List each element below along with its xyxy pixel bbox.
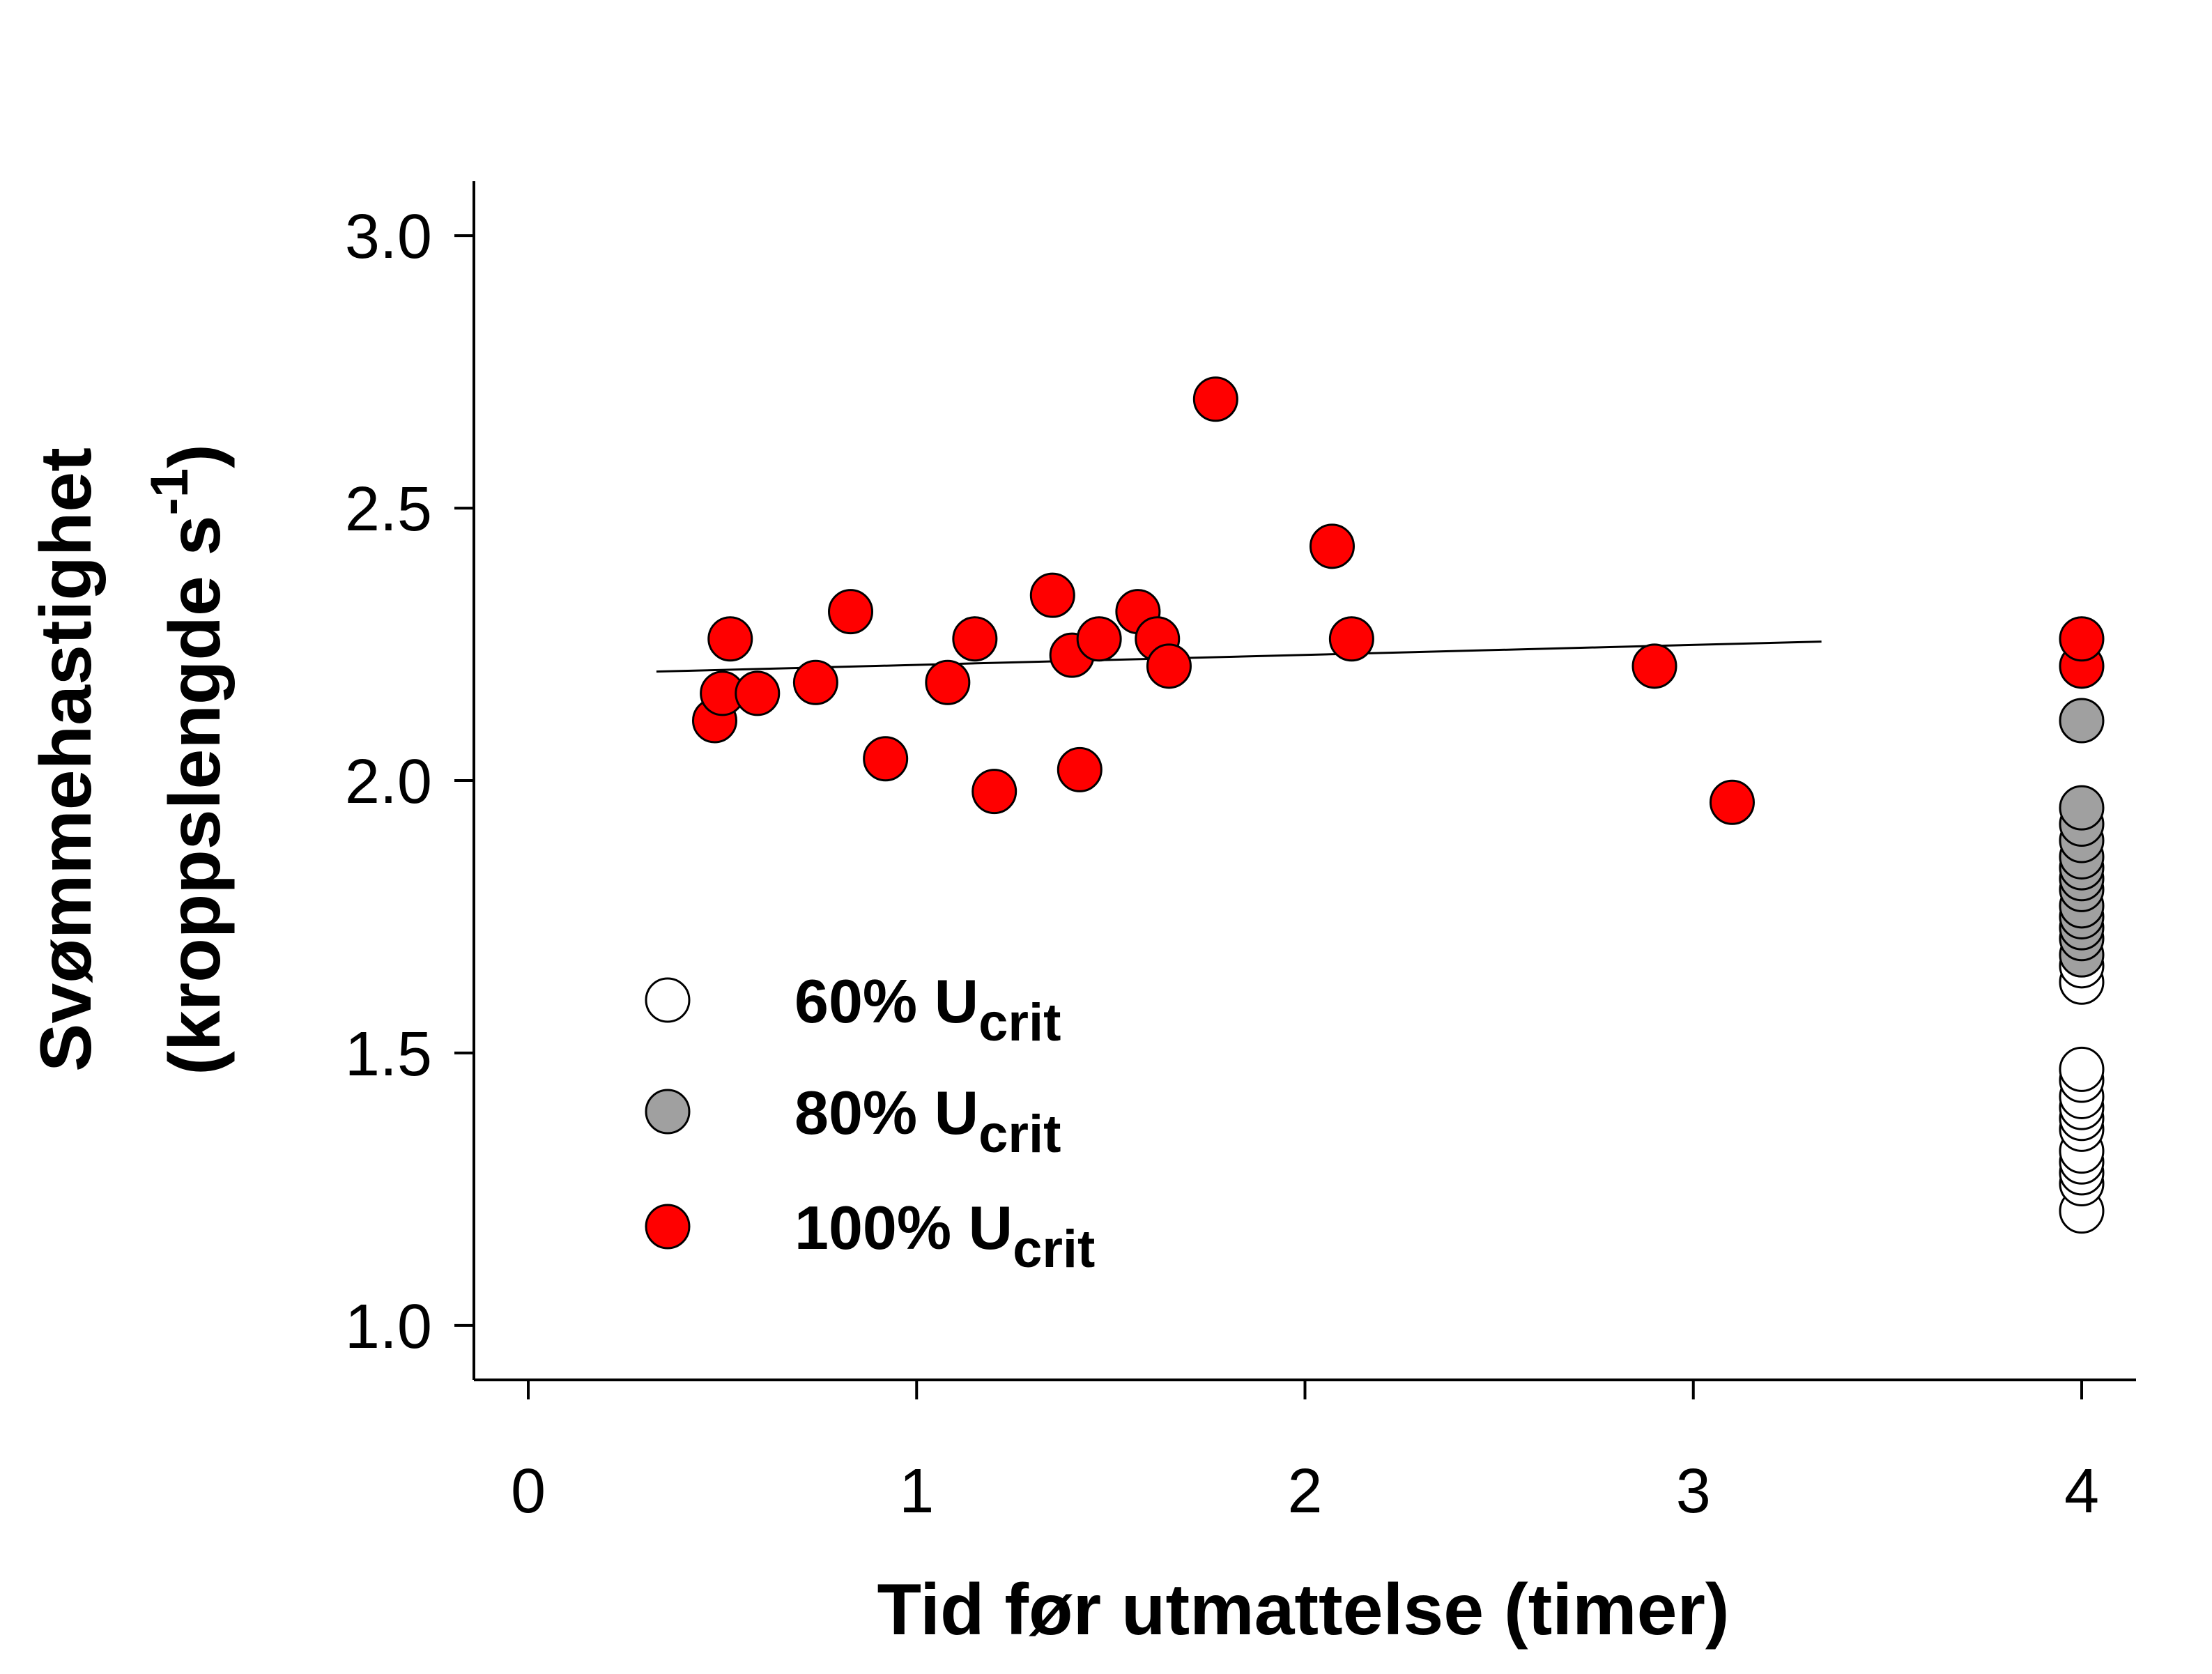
x-axis-title: Tid før utmattelse (timer)	[877, 1569, 1729, 1650]
legend-marker	[645, 1089, 691, 1135]
data-point	[952, 616, 998, 662]
data-point	[1057, 746, 1103, 792]
data-point	[2059, 1046, 2105, 1092]
y-axis-title-line1: Svømmehastighet	[26, 447, 107, 1072]
legend-label: 100% Ucrit	[794, 1193, 1095, 1279]
data-point	[1192, 376, 1238, 422]
legend-label: 60% Ucrit	[794, 967, 1061, 1052]
data-point	[971, 769, 1017, 815]
data-point	[1328, 616, 1374, 662]
x-tick-label: 2	[1287, 1457, 1322, 1526]
data-point	[925, 659, 971, 705]
y-tick-label: 2.5	[345, 475, 432, 544]
data-point	[1076, 616, 1122, 662]
data-point	[707, 616, 753, 662]
y-axis-title-exponent: -1	[140, 468, 199, 516]
data-point	[2059, 616, 2105, 662]
y-tick-label: 2.0	[345, 747, 432, 817]
data-point	[828, 589, 874, 635]
data-point	[863, 736, 909, 782]
x-tick-label: 3	[1676, 1457, 1711, 1526]
data-point	[2059, 785, 2105, 831]
data-point	[2059, 698, 2105, 744]
plot-area: 1.0 1.5 2.0 2.5 3.0 0 1 2 3 4	[345, 181, 2136, 1526]
data-point	[1309, 523, 1355, 569]
data-point	[1146, 643, 1192, 689]
y-tick-label: 1.5	[345, 1020, 432, 1089]
x-tick-label: 4	[2064, 1457, 2099, 1526]
axis-titles: Tid før utmattelse (timer) Svømmehastigh…	[26, 444, 1730, 1650]
legend: 60% Ucrit 80% Ucrit 100% Ucrit	[645, 967, 1095, 1279]
y-axis-title-close: )	[155, 444, 236, 468]
legend-marker	[645, 1204, 691, 1250]
y-axis-title-unit: (kroppslengde s	[155, 515, 236, 1075]
y-tick-label: 1.0	[345, 1292, 432, 1362]
legend-marker	[645, 977, 691, 1023]
data-point	[1709, 779, 1755, 825]
data-point	[1631, 643, 1677, 689]
x-tick-label: 0	[511, 1457, 546, 1526]
data-point	[1029, 572, 1075, 618]
y-tick-label: 3.0	[345, 202, 432, 272]
data-point	[792, 659, 838, 705]
y-axis-title-line2: (kroppslengde s-1)	[140, 444, 236, 1075]
x-tick-label: 1	[899, 1457, 934, 1526]
data-points	[656, 376, 2105, 1234]
regression-line	[656, 640, 1822, 673]
legend-label: 80% Ucrit	[794, 1078, 1061, 1164]
data-point	[735, 670, 781, 716]
